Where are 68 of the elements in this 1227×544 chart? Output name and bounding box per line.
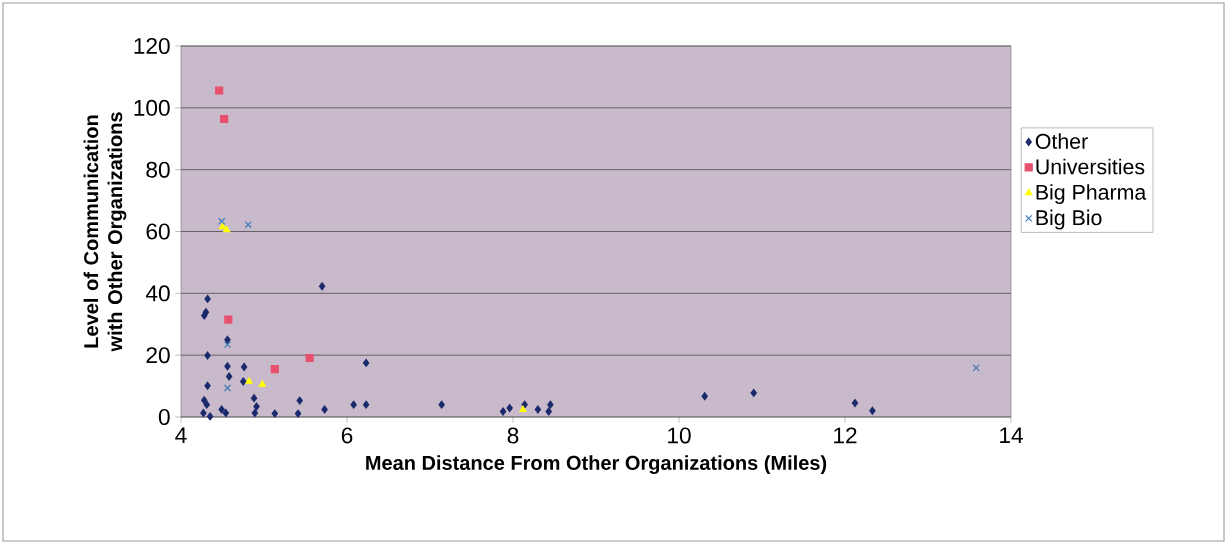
point xyxy=(972,364,980,372)
y-tick-label: 60 xyxy=(146,223,170,240)
legend-label: Big Bio xyxy=(1036,209,1102,230)
point xyxy=(547,400,554,409)
point xyxy=(206,412,214,421)
point xyxy=(270,365,279,374)
x-tick-label: 8 xyxy=(507,427,519,444)
point xyxy=(545,407,552,416)
point xyxy=(294,409,302,418)
point xyxy=(253,402,260,411)
y-axis-title: Level of Communication with Other Organizations xyxy=(83,112,127,352)
point xyxy=(223,341,232,349)
point xyxy=(750,388,757,397)
point xyxy=(225,372,233,381)
x-tick-label: 12 xyxy=(834,427,857,444)
point xyxy=(296,396,303,405)
point xyxy=(534,405,542,414)
x-tick-label: 14 xyxy=(1000,427,1023,443)
y-tick-label: 120 xyxy=(134,37,170,55)
point xyxy=(222,408,230,418)
point xyxy=(321,405,328,414)
x-tick-label: 10 xyxy=(668,427,691,444)
point xyxy=(223,384,232,392)
point xyxy=(218,405,225,414)
point xyxy=(204,294,211,303)
point xyxy=(224,335,231,344)
point xyxy=(318,282,326,291)
legend-label: Other xyxy=(1035,133,1088,149)
y-tick-label: 40 xyxy=(145,285,170,302)
point xyxy=(220,114,229,124)
y-tick-label: 100 xyxy=(134,99,170,116)
x-tick-label: 6 xyxy=(341,427,353,444)
point xyxy=(701,392,708,401)
point xyxy=(245,377,253,384)
point xyxy=(519,405,527,412)
point xyxy=(271,409,278,418)
point xyxy=(240,377,247,386)
point xyxy=(499,407,507,416)
point xyxy=(240,362,248,371)
y-tick-label: 80 xyxy=(146,161,170,178)
x-axis-title: Mean Distance From Other Organizations (Miles) xyxy=(366,455,827,475)
point xyxy=(251,408,259,418)
point xyxy=(223,225,231,233)
legend-label: Big Pharma xyxy=(1036,184,1147,205)
point xyxy=(203,400,210,409)
point xyxy=(362,400,370,409)
point xyxy=(851,399,859,408)
point xyxy=(438,400,445,409)
point xyxy=(204,351,211,360)
point xyxy=(250,394,258,403)
point xyxy=(204,381,211,390)
y-tick-label: 20 xyxy=(146,347,170,364)
point xyxy=(258,380,266,387)
point xyxy=(869,406,876,415)
point xyxy=(305,353,314,363)
point xyxy=(521,400,528,409)
point xyxy=(201,396,208,405)
point xyxy=(200,408,207,418)
point xyxy=(506,403,513,413)
y-tick-label: 0 xyxy=(158,408,170,426)
point xyxy=(224,315,233,324)
point xyxy=(215,86,224,95)
point xyxy=(362,358,370,367)
x-tick-label: 4 xyxy=(175,427,187,443)
point xyxy=(350,400,357,409)
point xyxy=(218,222,227,230)
point xyxy=(224,362,231,371)
legend-label: Universities xyxy=(1036,158,1145,175)
